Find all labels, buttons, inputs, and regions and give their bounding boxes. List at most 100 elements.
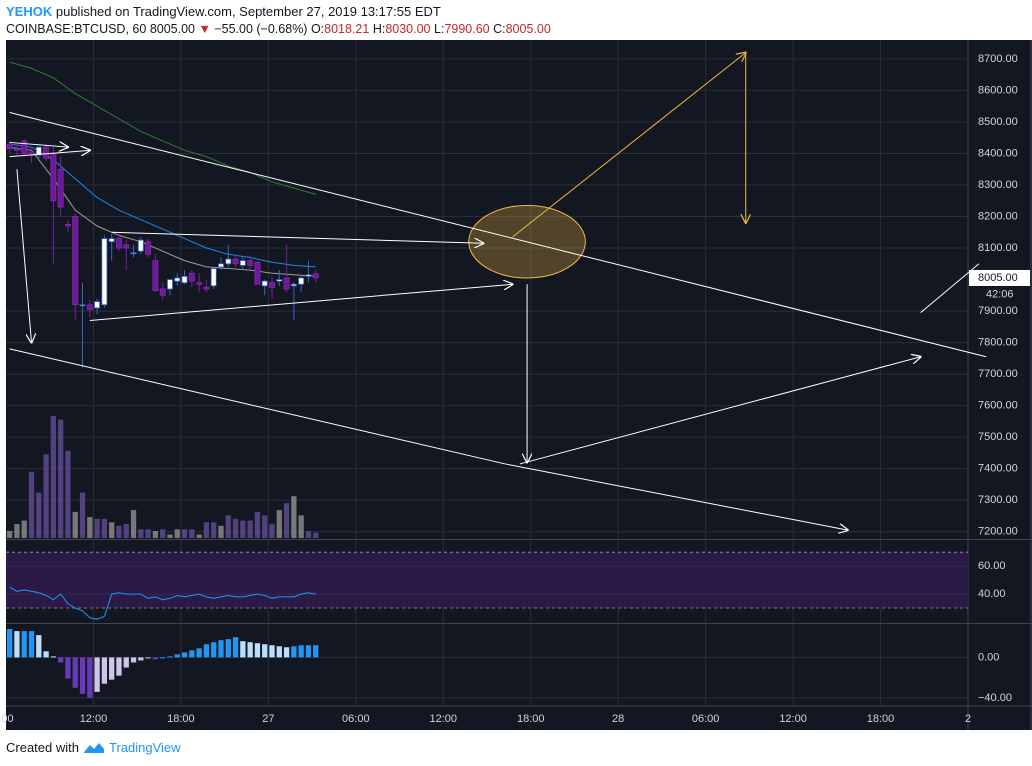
candle [239,257,246,271]
candle [35,146,42,160]
volume-bar [130,510,137,538]
created-with-text: Created with [6,740,79,755]
time-tick-label: 12:00 [430,713,458,725]
down-arrow-icon: ▼ [198,22,211,36]
volume-bar [79,492,86,538]
candle-body [21,140,28,154]
macd-bar [65,657,71,679]
trend-line [9,112,987,358]
macd-bar [14,631,20,658]
candle-body [188,272,195,282]
macd-bar [116,657,122,676]
candle-body [210,268,217,287]
price-tick-label: 8600.00 [978,84,1018,96]
tradingview-brand[interactable]: TradingView [108,740,181,755]
candle-body [6,143,13,150]
author-name[interactable]: YEHOK [6,4,53,19]
time-tick-label: 28 [612,713,624,725]
candle-body [116,238,122,249]
trend-arrow [519,357,921,465]
trend-arrow [16,169,32,342]
candle-body [254,261,261,285]
macd-bar [72,657,78,688]
candle [79,282,86,368]
candle [210,266,217,289]
low-label: L: [434,22,445,36]
macd-bar [28,631,35,658]
volume-bar [181,529,188,538]
macd-bar [298,645,304,658]
candle-body [86,304,93,310]
candle [101,235,108,308]
candle [72,213,79,321]
macd-bar [269,645,275,658]
volume-bar [298,515,304,538]
candle [159,282,166,301]
volume-bar [225,515,231,538]
published-text: published on TradingView.com, September … [55,4,441,19]
candle [181,270,188,285]
candle-body [218,263,224,268]
volume-bar [211,522,217,538]
candle-body [290,283,297,287]
candle-body [232,258,239,265]
volume-bar [21,520,27,538]
macd-bar [152,657,159,660]
macd-bar [36,635,42,658]
volume-bar [196,534,202,538]
volume-bar [138,529,144,538]
candle-body [305,274,312,277]
candle-body [108,238,115,243]
candle [247,255,254,271]
candle-body [239,260,246,266]
time-tick-label: 06:00 [342,713,370,725]
volume-bar [72,511,78,538]
candle [86,300,93,318]
volume-bar [262,515,268,538]
macd-bar [174,654,180,658]
macd-bar [276,646,282,658]
candle [232,254,239,267]
price-tick-label: 8400.00 [978,147,1018,159]
candle [167,279,173,296]
candle-body [145,241,152,255]
macd-bar [211,642,217,658]
time-tick-label: 06:00 [692,713,720,725]
macd-bar [247,642,253,658]
candle [123,240,130,271]
open-value: 8018.21 [324,22,370,36]
symbol-name: COINBASE:BTCUSD, 60 [6,22,147,36]
volume-bar [116,525,122,538]
price-tick-label: 7600.00 [978,400,1018,412]
candle-body [269,282,275,288]
volume-bar [283,503,290,538]
candle [108,233,115,261]
chart-area[interactable]: 8700.00 8600.00 8500.00 8400.00 8300.00 8200.… [0,40,1032,738]
candle [305,260,312,283]
price-tick-label: 7200.00 [978,526,1018,538]
price-tick-label: 7300.00 [978,494,1018,506]
time-tick-label: :00 [0,713,14,725]
candle-body [79,304,86,307]
candle [13,144,20,156]
tradingview-logo-icon [83,742,104,753]
candle [145,238,152,258]
candle-body [57,168,64,208]
volume-bar [58,419,64,538]
trend-line [9,348,506,465]
candle-body [312,273,319,279]
candle-body [50,153,57,202]
macd-bar [305,645,312,658]
candle [312,270,319,283]
macd-bar [189,650,195,658]
volume-bar [36,492,42,538]
candle [137,236,144,255]
candle-body [174,277,181,282]
macd-bar [181,652,188,658]
publish-line: YEHOK published on TradingView.com, Sept… [6,4,441,19]
candle-body [203,287,210,290]
high-label: H: [372,22,386,36]
volume-bar [109,522,115,538]
volume-bar [240,520,246,538]
candle [116,232,122,252]
